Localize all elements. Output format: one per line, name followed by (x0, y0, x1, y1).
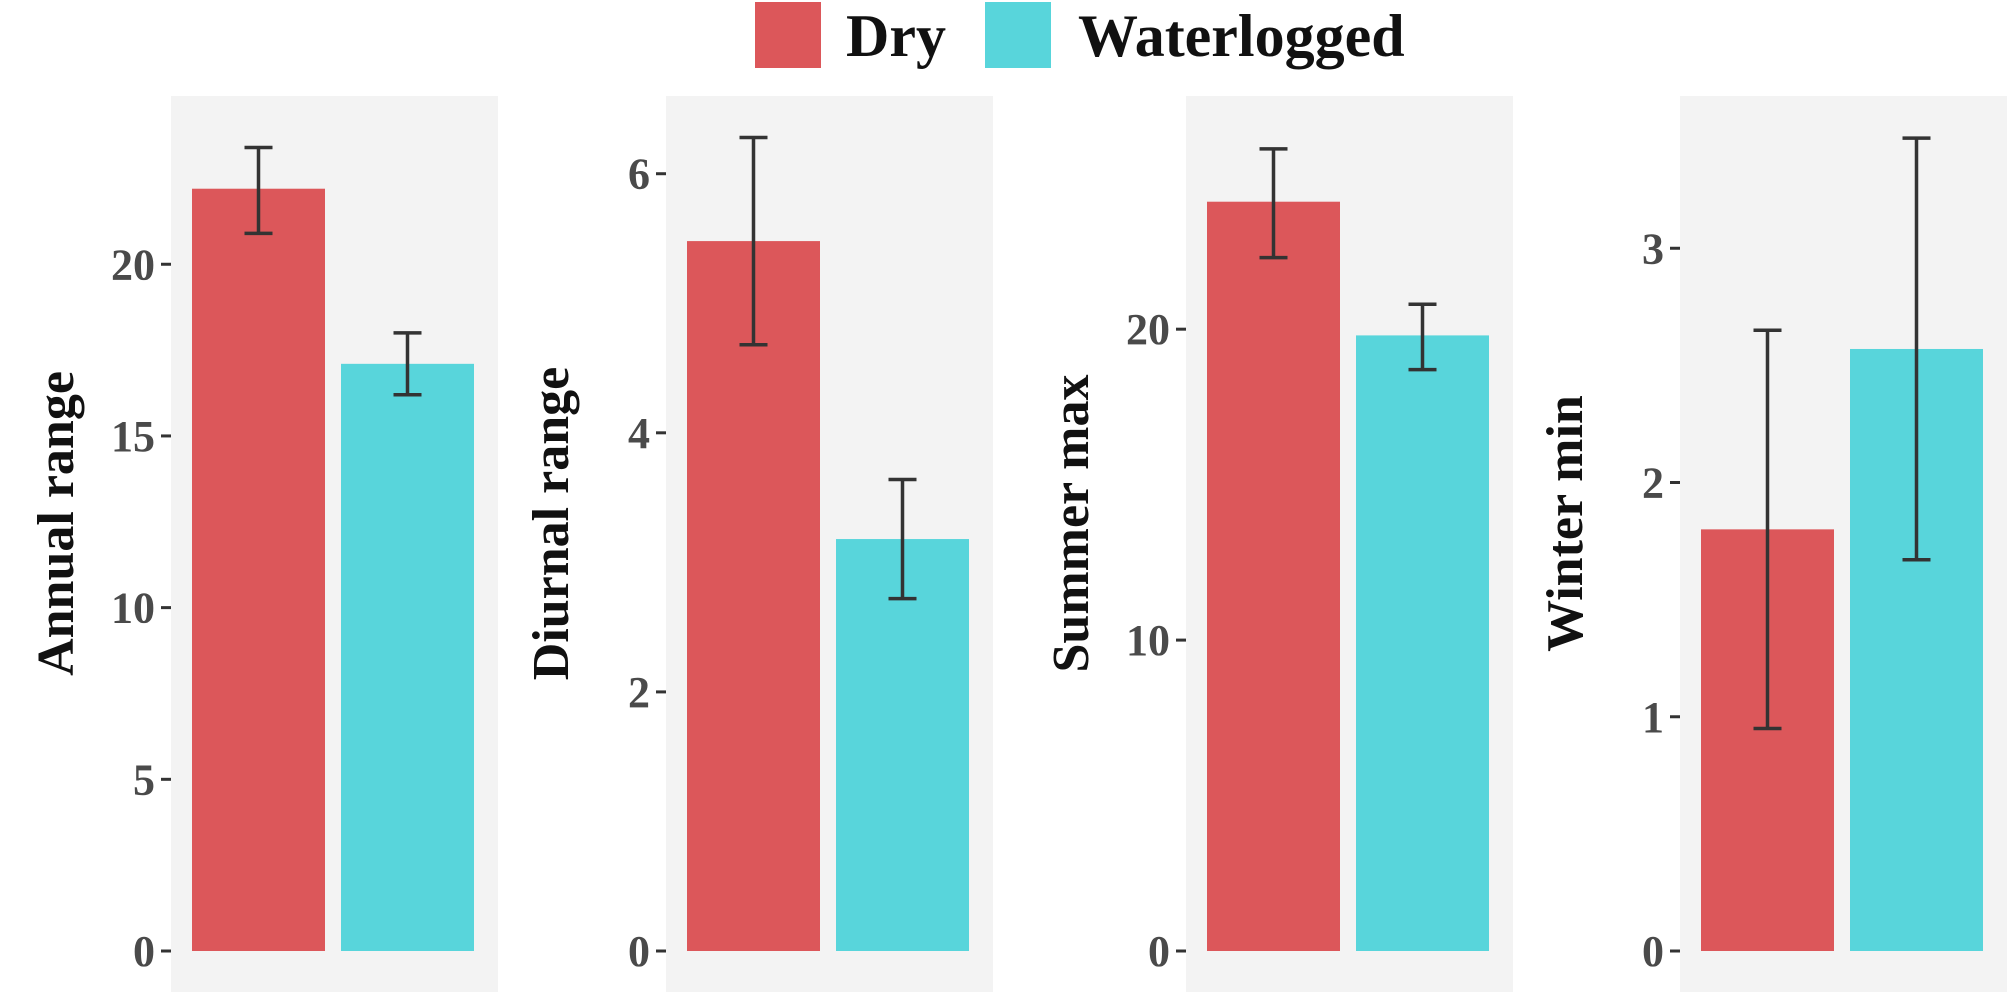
error-bar-summer-max-dry (1259, 147, 1288, 260)
bar-diurnal-range-waterlogged (836, 539, 969, 951)
y-tick-label-summer-max-0: 0 (1148, 927, 1170, 976)
legend-label-dry: Dry (846, 3, 946, 69)
y-tick-label-annual-range-10: 10 (111, 584, 155, 633)
panel-summer-max: 0 10 20 Summer max (1043, 96, 1513, 992)
y-tick-label-winter-min-3: 3 (1642, 224, 1664, 273)
y-tick-label-diurnal-range-4: 4 (628, 409, 650, 458)
error-bar-diurnal-range-dry (739, 135, 768, 347)
panel-winter-min: 0 1 2 3 Winter min (1537, 96, 2007, 992)
y-axis-title-annual-range: Annual range (28, 371, 85, 676)
panel-diurnal-range: 0 2 4 6 Diurnal range (523, 96, 993, 992)
legend: Dry Waterlogged (755, 2, 1405, 69)
y-tick-label-winter-min-1: 1 (1642, 693, 1664, 742)
bar-summer-max-dry (1207, 201, 1340, 951)
y-tick-label-winter-min-2: 2 (1642, 459, 1664, 508)
y-tick-label-annual-range-5: 5 (133, 755, 155, 804)
error-bar-winter-min-waterlogged (1902, 136, 1931, 562)
error-bar-annual-range-dry (244, 145, 273, 236)
y-axis-title-diurnal-range: Diurnal range (523, 367, 580, 680)
y-tick-label-annual-range-15: 15 (111, 412, 155, 461)
y-tick-label-summer-max-10: 10 (1126, 616, 1170, 665)
legend-label-waterlogged: Waterlogged (1078, 3, 1405, 69)
y-tick-label-diurnal-range-6: 6 (628, 150, 650, 199)
error-bar-annual-range-waterlogged (393, 331, 422, 397)
bar-annual-range-dry (192, 188, 325, 952)
bar-summer-max-waterlogged (1356, 335, 1489, 951)
legend-swatch-dry (755, 2, 821, 68)
bar-annual-range-waterlogged (341, 363, 474, 952)
error-bar-diurnal-range-waterlogged (888, 477, 917, 601)
y-axis-title-winter-min: Winter min (1537, 395, 1594, 652)
error-bar-summer-max-waterlogged (1408, 302, 1437, 372)
y-tick-label-annual-range-0: 0 (133, 927, 155, 976)
y-axis-title-summer-max: Summer max (1043, 374, 1100, 672)
error-bar-winter-min-dry (1753, 328, 1782, 731)
panel-annual-range: 0 5 10 15 20 Annual range (28, 96, 498, 992)
y-tick-label-annual-range-20: 20 (111, 240, 155, 289)
bar-diurnal-range-dry (687, 241, 820, 951)
legend-swatch-waterlogged (985, 2, 1051, 68)
y-tick-label-summer-max-20: 20 (1126, 305, 1170, 354)
y-tick-label-winter-min-0: 0 (1642, 927, 1664, 976)
y-tick-label-diurnal-range-2: 2 (628, 668, 650, 717)
y-tick-label-diurnal-range-0: 0 (628, 927, 650, 976)
